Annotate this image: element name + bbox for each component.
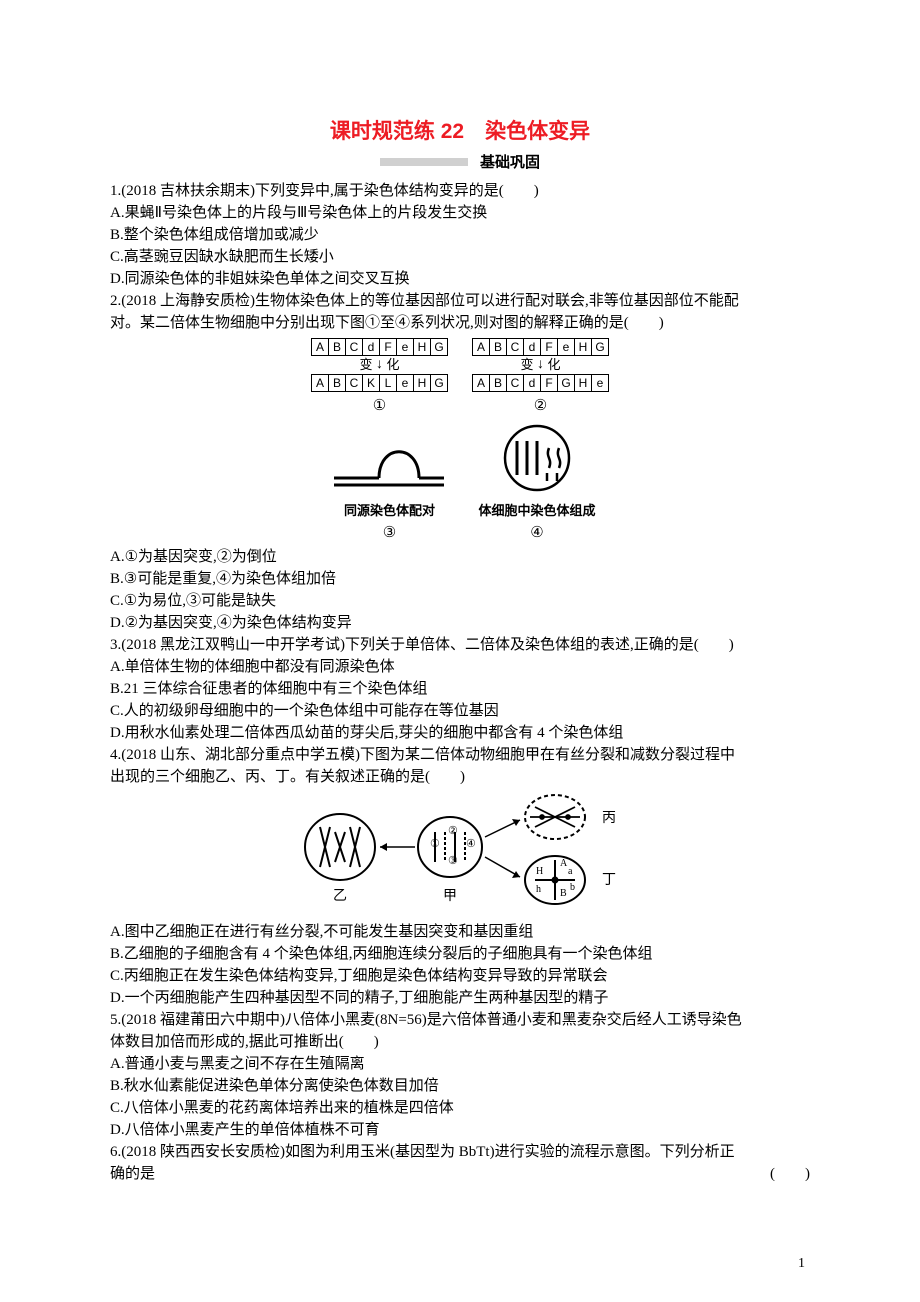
circle-3: ③ <box>324 523 454 542</box>
q1-opt-b: B.整个染色体组成倍增加或减少 <box>110 224 810 246</box>
svg-text:丙: 丙 <box>602 811 616 826</box>
svg-text:A: A <box>560 858 568 869</box>
svg-text:丁: 丁 <box>602 873 616 888</box>
subtitle: 基础巩固 <box>480 154 540 171</box>
q5-opt-c: C.八倍体小黑麦的花药离体培养出来的植株是四倍体 <box>110 1097 810 1119</box>
q2-stem1: 2.(2018 上海静安质检)生物体染色体上的等位基因部位可以进行配对联会,非等… <box>110 290 810 312</box>
q1-opt-c: C.高茎豌豆因缺水缺肥而生长矮小 <box>110 246 810 268</box>
q5-stem2: 体数目加倍而形成的,据此可推断出( ) <box>110 1031 810 1053</box>
q6-stem1: 6.(2018 陕西西安长安质检)如图为利用玉米(基因型为 BbTt)进行实验的… <box>110 1141 810 1163</box>
svg-text:②: ② <box>448 825 458 837</box>
q2-stem2: 对。某二倍体生物细胞中分别出现下图①至④系列状况,则对图的解释正确的是( ) <box>110 312 810 334</box>
q2-opt-c: C.①为易位,③可能是缺失 <box>110 590 810 612</box>
svg-text:①: ① <box>430 838 440 850</box>
q3-stem: 3.(2018 黑龙江双鸭山一中开学考试)下列关于单倍体、二倍体及染色体组的表述… <box>110 634 810 656</box>
caption-3: 同源染色体配对 <box>324 500 454 519</box>
q2-row2a: ABCKLeHG <box>311 374 448 392</box>
caption-4: 体细胞中染色体组成 <box>478 500 595 519</box>
page-number: 1 <box>798 1256 805 1272</box>
svg-text:④: ④ <box>466 838 476 850</box>
q5-opt-a: A.普通小麦与黑麦之间不存在生殖隔离 <box>110 1053 810 1075</box>
page-title: 课时规范练 22 染色体变异 <box>110 115 810 145</box>
change-label2: 化 <box>387 358 400 372</box>
svg-text:B: B <box>560 888 567 899</box>
subtitle-bar <box>380 158 468 166</box>
q3-opt-b: B.21 三体综合征患者的体细胞中有三个染色体组 <box>110 678 810 700</box>
q3-opt-c: C.人的初级卵母细胞中的一个染色体组中可能存在等位基因 <box>110 700 810 722</box>
q4-stem1: 4.(2018 山东、湖北部分重点中学五模)下图为某二倍体动物细胞甲在有丝分裂和… <box>110 744 810 766</box>
subtitle-line: 基础巩固 <box>110 151 810 172</box>
svg-text:甲: 甲 <box>443 889 457 904</box>
svg-text:a: a <box>568 866 573 877</box>
q4-opt-a: A.图中乙细胞正在进行有丝分裂,不可能发生基因突变和基因重组 <box>110 921 810 943</box>
arrow-down-icon-b: ↓ <box>537 357 544 372</box>
q6-stem2: 确的是( ) <box>110 1163 810 1185</box>
q4-opt-c: C.丙细胞正在发生染色体结构变异,丁细胞是染色体结构变异导致的异常联会 <box>110 965 810 987</box>
q1-opt-a: A.果蝇Ⅱ号染色体上的片段与Ⅲ号染色体上的片段发生交换 <box>110 202 810 224</box>
change-label: 变 <box>359 358 372 372</box>
q3-opt-d: D.用秋水仙素处理二倍体西瓜幼苗的芽尖后,芽尖的细胞中都含有 4 个染色体组 <box>110 722 810 744</box>
q4-stem2: 出现的三个细胞乙、丙、丁。有关叙述正确的是( ) <box>110 766 810 788</box>
change-label-b: 变 <box>520 358 533 372</box>
somatic-cell-icon <box>487 423 587 493</box>
q5-stem1: 5.(2018 福建莆田六中期中)八倍体小黑麦(8N=56)是六倍体普通小麦和黑… <box>110 1009 810 1031</box>
q2-row2b: ABCdFGHe <box>472 374 609 392</box>
svg-text:③: ③ <box>448 855 458 867</box>
q2-opt-b: B.③可能是重复,④为染色体组加倍 <box>110 568 810 590</box>
q2-opt-d: D.②为基因突变,④为染色体结构变异 <box>110 612 810 634</box>
q4-opt-b: B.乙细胞的子细胞含有 4 个染色体组,丙细胞连续分裂后的子细胞具有一个染色体组 <box>110 943 810 965</box>
q3-opt-a: A.单倍体生物的体细胞中都没有同源染色体 <box>110 656 810 678</box>
svg-text:h: h <box>536 884 541 895</box>
q2-row1a: ABCdFeHG <box>311 338 448 356</box>
q1-opt-d: D.同源染色体的非姐妹染色单体之间交叉互换 <box>110 268 810 290</box>
svg-text:b: b <box>570 882 575 893</box>
arrow-down-icon: ↓ <box>376 357 383 372</box>
q5-opt-b: B.秋水仙素能促进染色单体分离使染色体数目加倍 <box>110 1075 810 1097</box>
q2-opt-a: A.①为基因突变,②为倒位 <box>110 546 810 568</box>
q4-diagram: 乙 ① ② ③ ④ 甲 <box>110 792 810 917</box>
pairing-loop-icon <box>324 423 454 493</box>
svg-text:H: H <box>536 866 543 877</box>
q1-stem: 1.(2018 吉林扶余期末)下列变异中,属于染色体结构变异的是( ) <box>110 180 810 202</box>
q2-diagram: ABCdFeHG 变 ↓ 化 ABCKLeHG ① ABCdFeHG 变 <box>110 338 810 542</box>
change-label2-b: 化 <box>548 358 561 372</box>
circle-2: ② <box>472 396 609 415</box>
q2-row1b: ABCdFeHG <box>472 338 609 356</box>
svg-text:乙: 乙 <box>333 888 347 904</box>
circle-1: ① <box>311 396 448 415</box>
circle-4: ④ <box>478 523 595 542</box>
q5-opt-d: D.八倍体小黑麦产生的单倍体植株不可育 <box>110 1119 810 1141</box>
q4-opt-d: D.一个丙细胞能产生四种基因型不同的精子,丁细胞能产生两种基因型的精子 <box>110 987 810 1009</box>
